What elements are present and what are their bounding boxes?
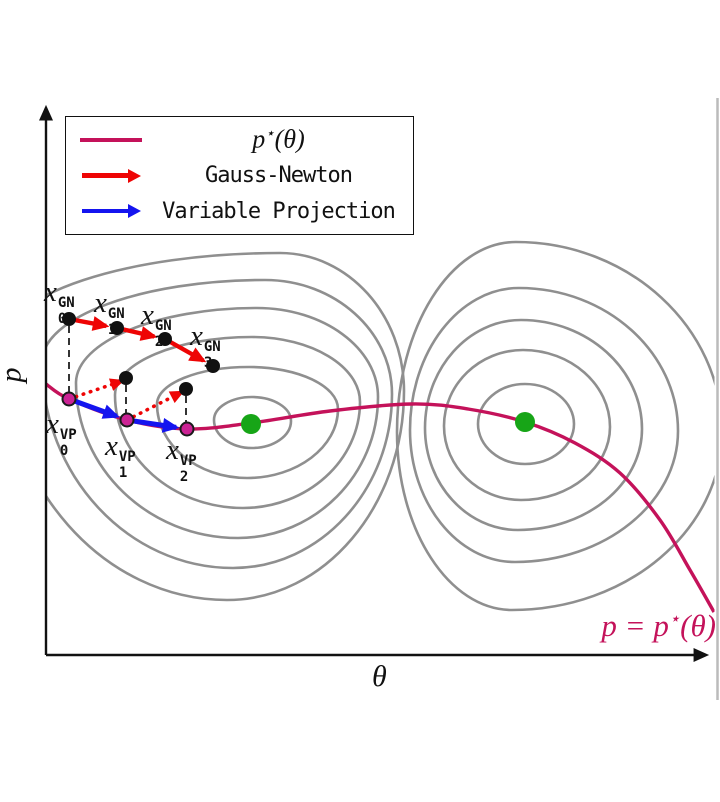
iterate-label: x GN 1 (94, 287, 125, 338)
vp-iterate-dot (119, 412, 135, 428)
y-axis-label: p (0, 368, 29, 383)
gn-iterate-dot (158, 332, 172, 346)
gn-iterate-dot (206, 359, 220, 373)
contour-ring (74, 306, 380, 540)
gn-intermediate-dot (179, 382, 193, 396)
legend-item: Gauss-Newton (72, 159, 407, 193)
contour-ring (155, 365, 340, 480)
line-swatch (72, 137, 150, 142)
legend-label: p⋆(θ) (252, 125, 305, 155)
legend-label: Gauss-Newton (205, 163, 353, 188)
iterate-label: x GN 3 (190, 320, 221, 371)
minimum-dot (515, 412, 535, 432)
iterate-label: x VP 2 (166, 434, 197, 485)
contour-ring (423, 318, 644, 532)
projection-dashed-lines (68, 326, 187, 422)
arrow-swatch (72, 168, 150, 183)
legend-box: p⋆(θ) Gauss-Newton Variable Projection (65, 116, 414, 235)
iterate-label: x VP 1 (105, 430, 136, 481)
contour-ring (442, 348, 612, 502)
iterate-label: x GN 2 (141, 299, 172, 350)
contour-ring (212, 395, 293, 450)
legend-item: Variable Projection (72, 194, 407, 228)
arrow-swatch (72, 204, 150, 219)
variable-projection-arrows (68, 396, 180, 433)
legend-label: Variable Projection (162, 198, 396, 224)
contour-ring (113, 335, 362, 510)
contour-ring (476, 382, 576, 466)
vp-iterate-dot (179, 421, 195, 437)
contour-ring (408, 286, 680, 564)
iterate-label: x GN 0 (44, 276, 75, 327)
gn-iterate-dot (62, 312, 76, 326)
x-axis-label: θ (372, 660, 387, 693)
contour-ring (395, 240, 715, 612)
gn-iterate-dot (110, 321, 124, 335)
gn-step-dotted-arrows (67, 378, 185, 422)
iterate-label: x VP 0 (46, 408, 77, 459)
legend-item: p⋆(θ) (72, 123, 407, 157)
optimal-curve-label: p = p⋆(θ) (601, 608, 716, 643)
contour-lines (46, 240, 715, 612)
contour-ring (46, 251, 406, 602)
gn-intermediate-dot (119, 371, 133, 385)
vp-iterate-dot (61, 391, 77, 407)
iterate-points (61, 312, 535, 437)
minimum-dot (241, 414, 261, 434)
